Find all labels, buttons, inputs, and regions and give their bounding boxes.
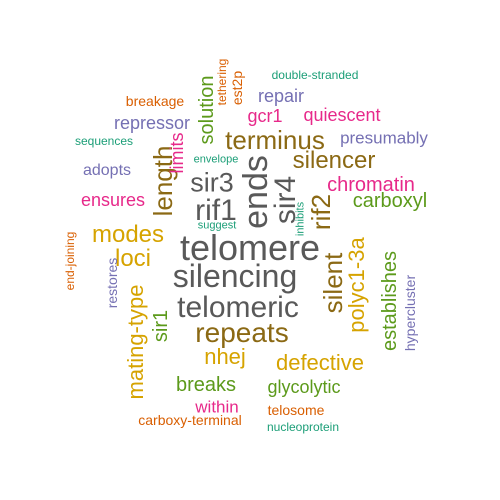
word-solution: solution [196,75,218,145]
word-mating-type: mating-type [123,284,148,400]
word-breaks: breaks [175,374,237,396]
word-silencing: silencing [172,258,298,294]
word-repressor: repressor [113,113,191,133]
word-repeats: repeats [195,317,289,348]
word-suggest: suggest [197,219,237,232]
word-ends: ends [237,155,275,229]
word-nhej: nhej [204,344,246,369]
word-tethering: tethering [215,58,229,106]
word-carboxyl: carboxyl [352,190,428,212]
word-glycolytic: glycolytic [267,377,341,397]
word-silencer: silencer [292,147,376,174]
word-ensures: ensures [80,190,146,210]
word-breakage: breakage [125,93,185,109]
word-restores: restores [104,257,120,309]
word-sir1: sir1 [150,309,172,343]
word-quiescent: quiescent [303,105,381,125]
word-adopts: adopts [82,162,132,179]
word-double-stranded: double-stranded [271,68,359,82]
word-telomeric: telomeric [177,291,299,324]
word-sequences: sequences [74,134,134,148]
word-presumably: presumably [340,128,428,148]
word-end-joining: end-joining [63,231,77,291]
word-telomere: telomere [179,227,321,268]
word-polyc1-3a: polyc1-3a [344,237,369,333]
word-modes: modes [91,221,165,248]
word-chromatin: chromatin [327,174,415,196]
word-limits: limits [167,132,187,174]
word-est2p: est2p [229,70,245,106]
word-inhibits: inhibits [294,201,307,237]
word-terminus: terminus [225,125,325,155]
word-carboxy-terminal: carboxy-terminal [138,412,242,428]
word-loci: loci [114,245,152,272]
word-rif2: rif2 [306,193,336,231]
word-gcr1: gcr1 [247,106,283,126]
word-rif1: rif1 [195,194,237,227]
word-defective: defective [275,350,365,375]
word-hypercluster: hypercluster [402,274,418,352]
word-silent: silent [318,252,348,314]
word-repair: repair [257,86,305,106]
word-sir3: sir3 [190,167,234,198]
word-nucleoprotein: nucleoprotein [266,420,340,434]
word-within: within [195,397,239,417]
word-envelope: envelope [193,153,239,166]
word-telosome: telosome [267,402,325,418]
word-establishes: establishes [379,250,401,352]
